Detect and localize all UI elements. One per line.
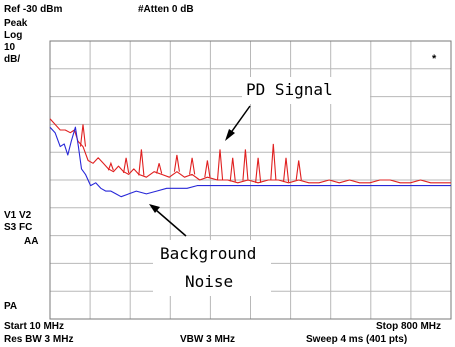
scale-type-label: Log — [4, 30, 23, 41]
pd-signal-spike — [295, 160, 302, 181]
pd-signal-spike — [79, 124, 87, 147]
pd-signal-spike — [255, 157, 262, 183]
marker-indicator: * — [432, 53, 437, 65]
status-label-2: S3 FC — [4, 222, 33, 233]
pd-signal-spike — [242, 149, 249, 181]
plot-frame — [49, 40, 452, 320]
background-noise-annotation-line2: Noise — [185, 272, 234, 291]
vbw-label: VBW 3 MHz — [180, 334, 235, 345]
pd-signal-spike — [189, 157, 196, 175]
pd-signal-spike — [282, 157, 290, 183]
status-label-4: PA — [4, 301, 18, 312]
scale-unit-label: dB/ — [4, 54, 21, 65]
noise-label-box — [153, 240, 271, 296]
attenuation-label: #Atten 0 dB — [138, 4, 194, 15]
signal-label-box — [242, 77, 370, 104]
detector-label: Peak — [4, 18, 28, 29]
pd-signal-spike — [270, 143, 277, 181]
ref-level-label: Ref -30 dBm — [4, 4, 63, 15]
pd-signal-spike — [107, 161, 114, 171]
status-label-3: AA — [24, 236, 39, 247]
pd-signal-spike — [156, 163, 163, 174]
pd-signal-spike — [229, 157, 236, 182]
background-noise-trace — [49, 126, 451, 198]
pd-signal-spike — [204, 160, 211, 178]
start-frequency-label: Start 10 MHz — [4, 321, 65, 332]
status-label-1: V1 V2 — [4, 210, 32, 221]
noise-arrow — [149, 204, 187, 237]
background-noise-annotation-line1: Background — [160, 244, 257, 263]
pd-signal-spike — [173, 154, 180, 172]
pd-signal-spike — [138, 149, 145, 176]
pd-signal-annotation: PD Signal — [246, 80, 333, 99]
pd-signal-trace — [49, 118, 451, 184]
signal-arrow — [225, 105, 251, 141]
pd-signal-spike — [123, 157, 130, 174]
sweep-label: Sweep 4 ms (401 pts) — [306, 334, 408, 345]
res-bw-label: Res BW 3 MHz — [4, 334, 74, 345]
scale-value-label: 10 — [4, 42, 16, 53]
stop-frequency-label: Stop 800 MHz — [376, 321, 442, 332]
traces — [49, 118, 451, 198]
pd-signal-spike — [216, 149, 224, 181]
